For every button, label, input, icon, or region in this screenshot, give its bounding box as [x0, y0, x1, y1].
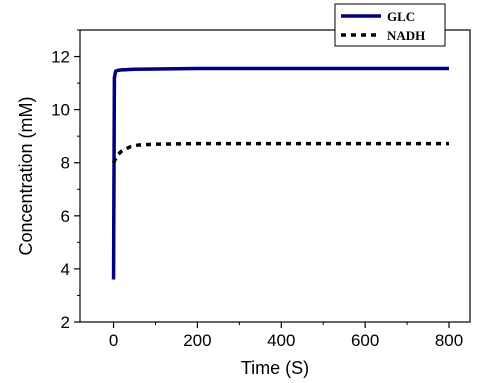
y-tick-label: 4	[61, 260, 70, 279]
series-line-nadh	[112, 141, 450, 164]
legend-box	[334, 3, 446, 47]
y-tick-label: 6	[61, 207, 70, 226]
x-tick-label: 0	[109, 331, 118, 350]
legend-label-nadh: NADH	[387, 28, 425, 43]
y-tick-label: 2	[61, 313, 70, 332]
y-tick-label: 12	[51, 48, 70, 67]
x-tick-label: 200	[183, 331, 211, 350]
series-line-glc	[111, 66, 450, 280]
y-axis-title: Concentration (mM)	[16, 96, 36, 255]
y-tick-label: 10	[51, 101, 70, 120]
x-axis-title: Time (S)	[241, 358, 309, 378]
legend-label-glc: GLC	[387, 9, 415, 24]
legend: GLC NADH	[334, 3, 446, 47]
y-tick-label: 8	[61, 154, 70, 173]
x-tick-label: 600	[351, 331, 379, 350]
x-tick-label: 400	[267, 331, 295, 350]
plot-frame	[79, 29, 471, 323]
x-tick-label: 800	[435, 331, 463, 350]
